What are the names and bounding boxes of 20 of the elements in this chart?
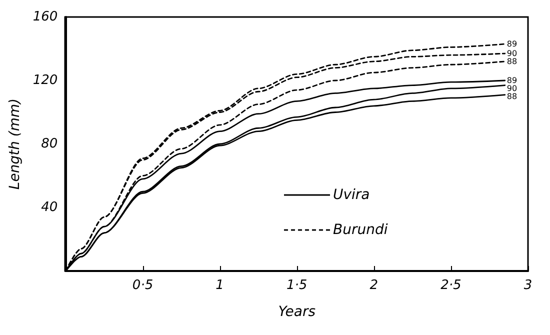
y-axis-title: Length (mm) [7,98,23,190]
series-label: 88 [506,57,518,66]
annotation: Uvira [333,187,370,203]
y-tick-label: 160 [32,10,58,24]
x-tick-label: 3 [524,278,532,293]
series-label: 89 [506,39,518,48]
series-label: 90 [506,49,518,58]
series-label: 88 [506,92,518,101]
x-tick-label: 1 [216,278,224,293]
x-tick-label: 2·5 [440,278,462,293]
x-tick-label: 1·5 [286,278,308,293]
annotation: Burundi [333,222,388,238]
x-tick-label: 0·5 [132,278,154,293]
x-axis-title: Years [278,304,316,320]
x-tick-label: 2 [370,278,378,293]
y-tick-label: 40 [41,200,58,215]
y-tick-label: 120 [32,73,58,88]
series-label: 90 [506,84,518,93]
series-label: 89 [506,76,518,85]
y-tick-label: 80 [41,136,58,152]
